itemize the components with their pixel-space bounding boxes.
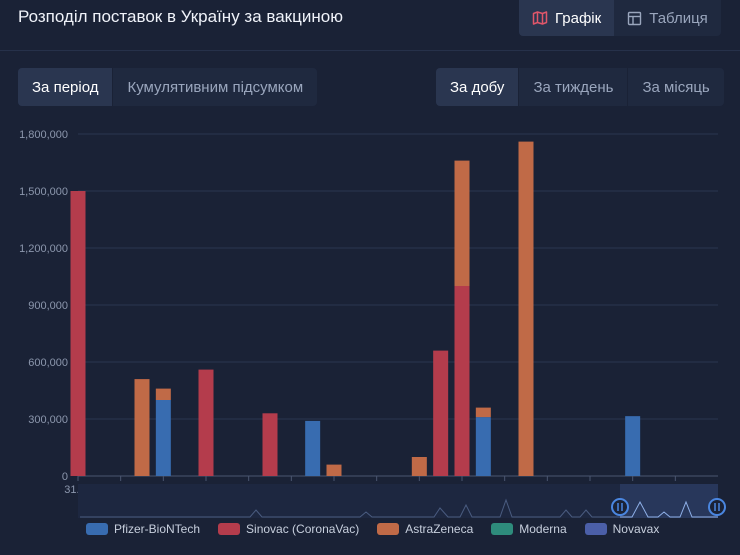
bar-sinovac-coronavac-day-17[interactable]: [433, 350, 449, 476]
header-divider: [0, 50, 740, 51]
legend-swatch: [86, 523, 108, 535]
table-view-label: Таблиця: [649, 9, 708, 27]
bar-pfizer-biontech-day-11[interactable]: [305, 420, 321, 476]
legend-label: Novavax: [612, 522, 660, 536]
bar-pfizer-biontech-day-26[interactable]: [625, 416, 641, 476]
monthly-button[interactable]: За місяць: [627, 68, 723, 106]
table-icon: [628, 11, 642, 25]
legend-swatch: [491, 523, 514, 535]
y-tick-label: 0: [62, 471, 68, 483]
bar-pfizer-biontech-day-4[interactable]: [155, 400, 171, 476]
legend-item[interactable]: Moderna: [491, 522, 567, 536]
bar-astrazeneca-day-18[interactable]: [454, 160, 470, 286]
legend-swatch: [584, 523, 607, 535]
cumulative-mode-button[interactable]: Кумулятивним підсумком: [112, 68, 317, 106]
legend-label: Pfizer-BioNTech: [114, 522, 201, 536]
y-axis-ticks: 0 300,000 600,000 900,000 1,200,000 1,500,000…: [19, 129, 68, 483]
bar-sinovac-coronavac-day-6[interactable]: [198, 369, 214, 476]
bar-sinovac-coronavac-day-18[interactable]: [454, 286, 470, 476]
weekly-button[interactable]: За тиждень: [518, 68, 627, 106]
legend-item[interactable]: Pfizer-BioNTech: [86, 522, 200, 536]
legend-item[interactable]: AstraZeneca: [377, 522, 473, 536]
bar-astrazeneca-day-21[interactable]: [518, 141, 534, 476]
range-navigator[interactable]: [78, 484, 726, 518]
bar-astrazeneca-day-16[interactable]: [411, 457, 427, 476]
vaccine-deliveries-chart: 0 300,000 600,000 900,000 1,200,000 1,500,000…: [19, 129, 726, 518]
y-tick-label: 300,000: [28, 414, 68, 426]
table-view-button[interactable]: Таблиця: [614, 0, 721, 36]
view-toggle: Графік Таблиця: [519, 0, 721, 36]
bar-astrazeneca-day-3[interactable]: [134, 379, 150, 476]
legend-label: Moderna: [519, 522, 567, 536]
bars: [70, 141, 641, 476]
bar-sinovac-coronavac-day-9[interactable]: [262, 413, 278, 476]
legend-swatch: [218, 523, 241, 535]
navigator-selected-sparkline: [620, 500, 718, 518]
y-tick-label: 900,000: [28, 300, 68, 312]
bar-astrazeneca-day-4[interactable]: [155, 388, 171, 400]
map-icon: [532, 11, 548, 25]
grid-lines: [78, 133, 718, 477]
daily-button[interactable]: За добу: [436, 68, 519, 106]
page-title: Розподіл поставок в Україну за вакциною: [18, 7, 343, 26]
legend-label: AstraZeneca: [405, 522, 474, 536]
navigator-track: [78, 484, 718, 518]
legend-item[interactable]: Sinovac (CoronaVac): [218, 522, 359, 536]
graph-view-label: Графік: [555, 9, 602, 27]
bar-astrazeneca-day-12[interactable]: [326, 464, 342, 476]
bar-pfizer-biontech-day-19[interactable]: [475, 417, 491, 476]
bar-astrazeneca-day-19[interactable]: [475, 407, 491, 418]
navigator-selection[interactable]: [620, 484, 718, 518]
legend-swatch: [377, 523, 400, 535]
navigator-left-handle[interactable]: [611, 498, 629, 516]
y-tick-label: 600,000: [28, 357, 68, 369]
navigator-sparkline: [80, 498, 620, 518]
y-tick-label: 1,500,000: [19, 186, 68, 198]
chart-legend: Pfizer-BioNTech Sinovac (CoronaVac) AstraZ…: [86, 522, 659, 536]
y-tick-label: 1,200,000: [19, 243, 68, 255]
mode-toggle: За період Кумулятивним підсумком: [18, 68, 318, 106]
legend-label: Sinovac (CoronaVac): [246, 522, 360, 536]
graph-view-button[interactable]: Графік: [519, 0, 615, 36]
bar-sinovac-coronavac-day-0[interactable]: [70, 191, 86, 476]
granularity-toggle: За добу За тиждень За місяць: [436, 68, 724, 106]
y-tick-label: 1,800,000: [19, 129, 68, 141]
navigator-right-handle[interactable]: [708, 498, 726, 516]
legend-item[interactable]: Novavax: [584, 522, 660, 536]
period-mode-button[interactable]: За період: [18, 68, 113, 106]
